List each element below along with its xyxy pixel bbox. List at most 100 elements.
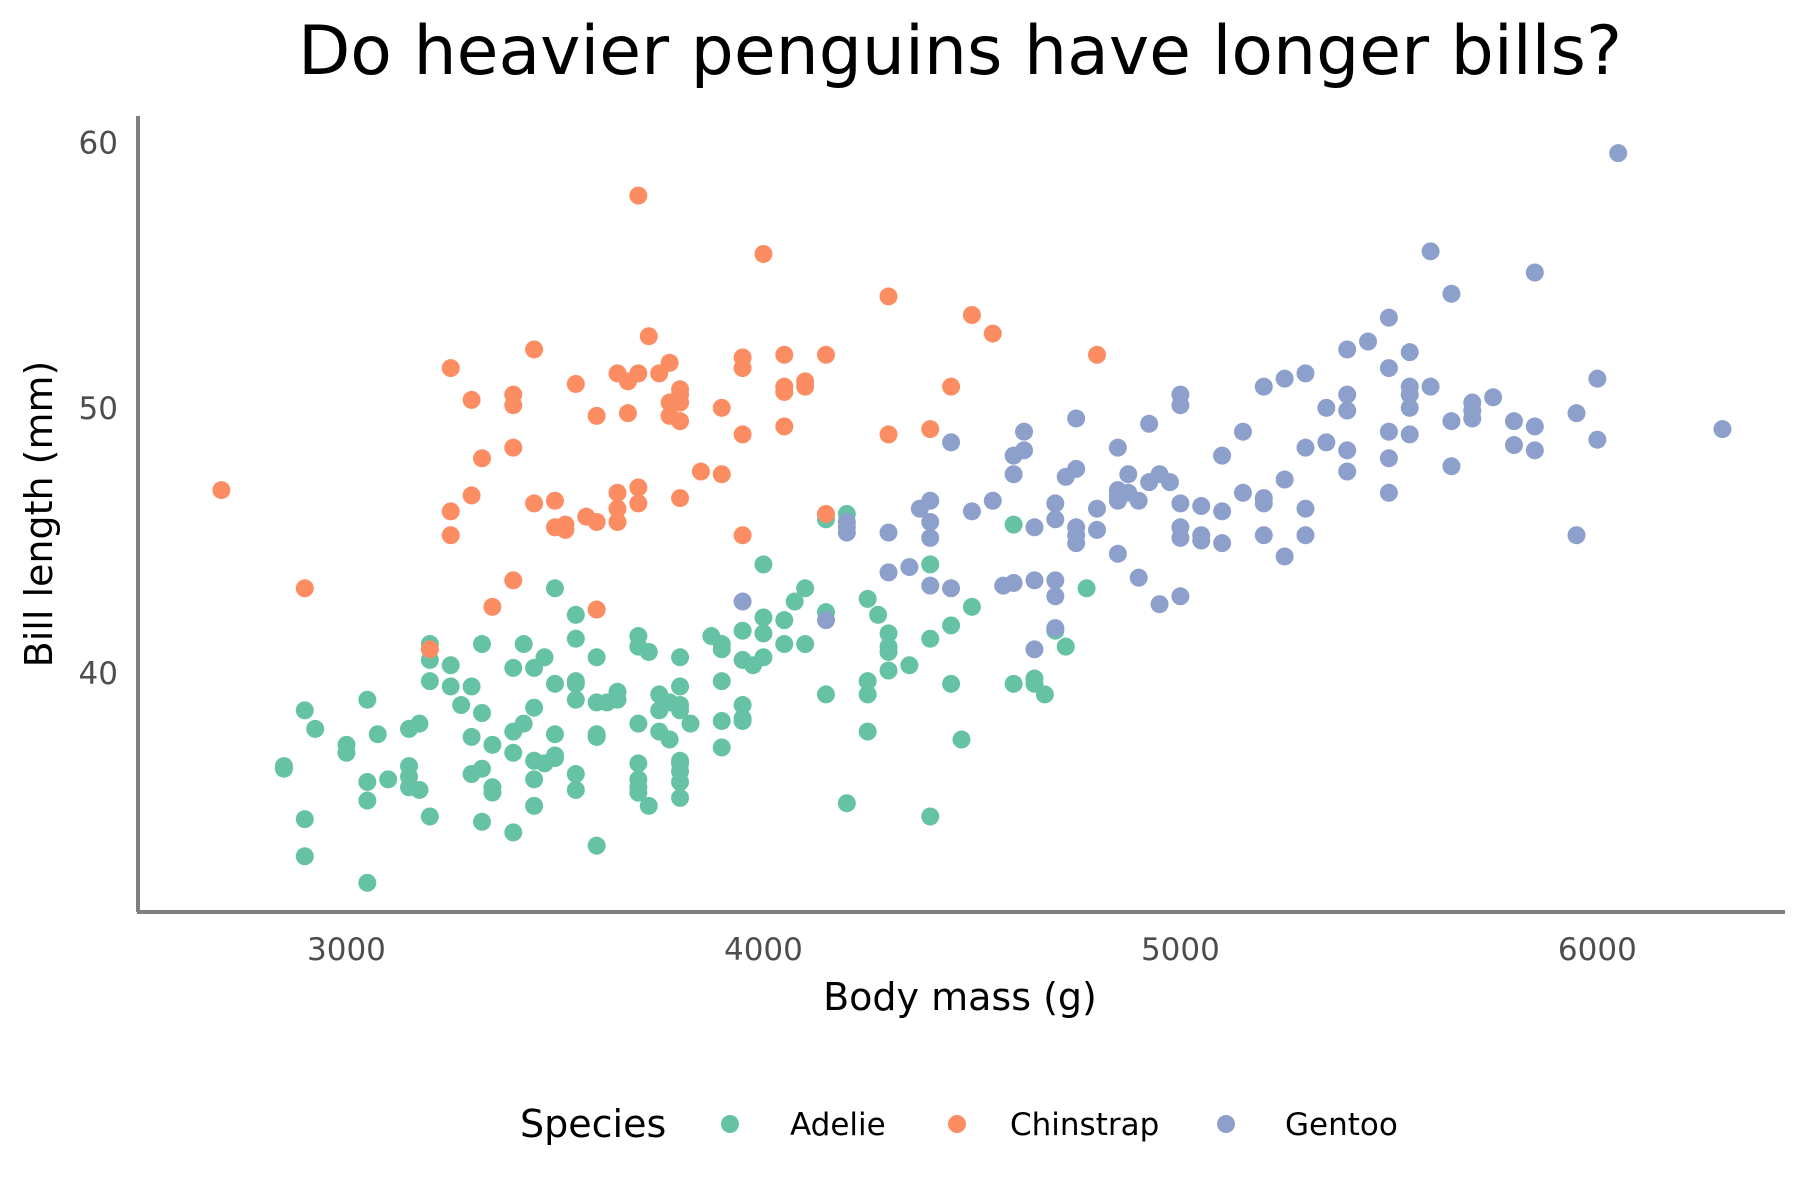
data-point-adelie (1004, 674, 1023, 693)
data-point-adelie (525, 770, 544, 789)
data-point-gentoo (1275, 547, 1294, 566)
data-point-adelie (587, 727, 606, 746)
data-point-chinstrap (525, 494, 544, 513)
data-point-adelie (295, 847, 314, 866)
data-point-gentoo (1129, 491, 1148, 510)
data-point-chinstrap (879, 287, 898, 306)
data-point-gentoo (1567, 526, 1586, 545)
data-point-gentoo (1296, 438, 1315, 457)
data-point-gentoo (1213, 446, 1232, 465)
data-point-gentoo (1504, 412, 1523, 431)
data-point-gentoo (1421, 377, 1440, 396)
data-point-gentoo (1046, 494, 1065, 513)
data-point-gentoo (1067, 409, 1086, 428)
data-point-gentoo (1338, 462, 1357, 481)
data-point-gentoo (1379, 359, 1398, 378)
data-point-adelie (816, 685, 835, 704)
data-point-gentoo (1713, 420, 1732, 439)
data-point-gentoo (1140, 414, 1159, 433)
data-point-adelie (566, 629, 585, 648)
data-point-gentoo (1442, 457, 1461, 476)
data-point-chinstrap (775, 417, 794, 436)
data-point-adelie (1056, 637, 1075, 656)
data-point-adelie (566, 605, 585, 624)
data-point-chinstrap (733, 526, 752, 545)
data-point-adelie (671, 772, 690, 791)
data-point-gentoo (1338, 401, 1357, 420)
data-point-gentoo (921, 491, 940, 510)
data-point-adelie (671, 788, 690, 807)
data-point-gentoo (1463, 409, 1482, 428)
data-point-adelie (921, 555, 940, 574)
data-point-gentoo (837, 523, 856, 542)
data-point-gentoo (900, 558, 919, 577)
data-point-gentoo (1588, 430, 1607, 449)
data-point-gentoo (1379, 422, 1398, 441)
data-point-adelie (566, 674, 585, 693)
data-point-gentoo (1400, 425, 1419, 444)
data-point-gentoo (1233, 422, 1252, 441)
data-point-gentoo (1338, 340, 1357, 359)
data-point-gentoo (1025, 571, 1044, 590)
data-point-adelie (733, 696, 752, 715)
data-point-gentoo (1379, 449, 1398, 468)
data-point-gentoo (1317, 398, 1336, 417)
data-point-gentoo (1296, 499, 1315, 518)
data-point-gentoo (1379, 483, 1398, 502)
data-point-adelie (754, 648, 773, 667)
data-point-gentoo (1171, 587, 1190, 606)
x-tick-label: 3000 (307, 932, 386, 968)
data-point-adelie (525, 796, 544, 815)
data-point-adelie (452, 696, 471, 715)
data-point-chinstrap (587, 406, 606, 425)
data-point-gentoo (1525, 263, 1544, 282)
data-point-chinstrap (660, 353, 679, 372)
data-point-gentoo (1275, 369, 1294, 388)
data-point-adelie (358, 690, 377, 709)
data-point-adelie (514, 635, 533, 654)
data-point-gentoo (1108, 544, 1127, 563)
data-point-chinstrap (733, 425, 752, 444)
data-point-adelie (681, 714, 700, 733)
data-point-gentoo (921, 528, 940, 547)
data-point-gentoo (1088, 499, 1107, 518)
data-point-adelie (942, 616, 961, 635)
data-point-adelie (712, 672, 731, 691)
data-point-adelie (410, 780, 429, 799)
data-point-adelie (337, 743, 356, 762)
data-point-adelie (420, 672, 439, 691)
data-point-chinstrap (545, 491, 564, 510)
data-point-gentoo (1171, 494, 1190, 513)
data-point-gentoo (1171, 396, 1190, 415)
x-tick-label: 6000 (1558, 932, 1637, 968)
data-point-gentoo (1015, 422, 1034, 441)
x-axis-ticks: 3000 4000 5000 6000 (307, 932, 1637, 968)
data-point-chinstrap (754, 244, 773, 263)
data-point-chinstrap (1088, 345, 1107, 364)
data-point-gentoo (921, 576, 940, 595)
data-point-adelie (472, 635, 491, 654)
legend-items: Adelie Chinstrap Gentoo (721, 1107, 1398, 1143)
data-point-gentoo (1192, 531, 1211, 550)
data-point-adelie (1004, 515, 1023, 534)
legend-item-gentoo: Gentoo (1217, 1107, 1398, 1143)
data-point-gentoo (1160, 473, 1179, 492)
data-point-adelie (629, 714, 648, 733)
y-tick-label: 60 (79, 126, 118, 162)
data-point-gentoo (1567, 404, 1586, 423)
data-point-chinstrap (671, 489, 690, 508)
data-point-gentoo (1108, 438, 1127, 457)
data-point-gentoo (816, 611, 835, 630)
data-point-adelie (900, 656, 919, 675)
data-point-adelie (879, 642, 898, 661)
data-point-adelie (775, 611, 794, 630)
data-point-chinstrap (796, 377, 815, 396)
data-point-gentoo (879, 523, 898, 542)
data-point-gentoo (1338, 441, 1357, 460)
data-point-adelie (545, 725, 564, 744)
data-point-adelie (535, 648, 554, 667)
data-point-adelie (796, 579, 815, 598)
data-point-adelie (660, 730, 679, 749)
data-point-adelie (566, 690, 585, 709)
